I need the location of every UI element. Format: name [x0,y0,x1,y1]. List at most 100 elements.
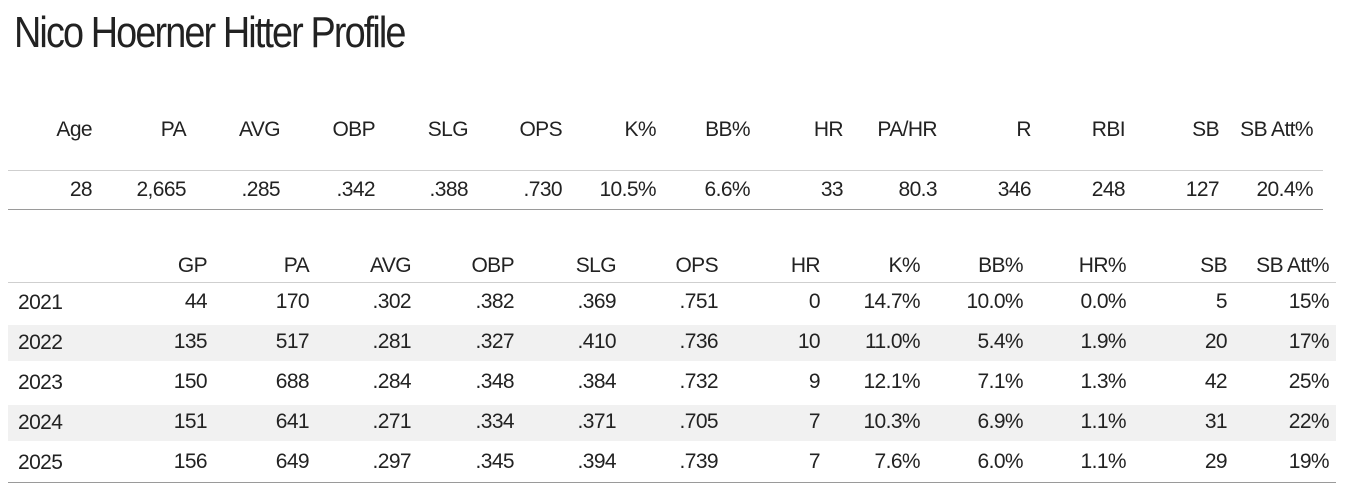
season-cell: 649 [275,450,310,473]
season-cell: 17% [1288,330,1330,353]
season-cell: 1.1% [1080,450,1127,473]
season-cell: 19% [1288,450,1330,473]
season-cell: 10.3% [863,410,920,433]
career-value: 127 [1185,178,1220,201]
career-value: 2,665 [136,178,186,201]
season-header: GP [177,254,208,277]
season-cell: 7 [808,410,821,433]
season-cell: 29 [1204,450,1228,473]
career-header: R [1016,118,1031,141]
season-header: BB% [978,254,1023,277]
career-value: 248 [1091,178,1126,201]
season-cell: 9 [808,370,821,393]
row-band [8,405,1336,441]
season-cell: .297 [372,450,412,473]
season-header: PA [283,254,310,277]
season-cell: .334 [475,410,515,433]
season-cell: 44 [184,290,208,313]
career-header-divider [8,170,1323,171]
career-header: Age [56,118,92,141]
season-cell: 7.1% [977,370,1024,393]
season-year: 2024 [18,411,63,434]
season-cell: .369 [577,290,617,313]
season-cell: 1.1% [1080,410,1127,433]
season-cell: 1.3% [1080,370,1127,393]
career-header: SB Att% [1240,118,1313,141]
season-header: SB [1200,254,1227,277]
season-cell: 14.7% [863,290,920,313]
career-bottom-divider [8,209,1323,210]
season-cell: .345 [475,450,515,473]
season-year: 2023 [18,371,63,394]
career-header: OBP [332,118,375,141]
season-cell: .410 [577,330,617,353]
season-cell: .327 [475,330,515,353]
season-cell: .284 [372,370,412,393]
career-value: 33 [820,178,844,201]
season-cell: 10 [797,330,821,353]
season-cell: 151 [173,410,208,433]
season-year: 2021 [18,291,63,314]
career-value: 10.5% [599,178,656,201]
season-cell: 7 [808,450,821,473]
season-header: SB Att% [1256,254,1329,277]
season-cell: .348 [475,370,515,393]
season-cell: 641 [275,410,310,433]
career-value: 80.3 [898,178,938,201]
season-cell: .302 [372,290,412,313]
season-cell: 156 [173,450,208,473]
season-cell: 5.4% [977,330,1024,353]
season-cell: 22% [1288,410,1330,433]
season-header: K% [888,254,921,277]
season-cell: 6.0% [977,450,1024,473]
season-cell: 6.9% [977,410,1024,433]
season-cell: 135 [173,330,208,353]
career-header: OPS [519,118,562,141]
career-header: K% [624,118,657,141]
season-cell: 7.6% [874,450,921,473]
career-header: PA [160,118,187,141]
career-value: 346 [997,178,1032,201]
career-header: AVG [239,118,281,141]
season-header-divider-left [8,282,115,283]
season-cell: 20 [1204,330,1228,353]
page-title: Nico Hoerner Hitter Profile [14,8,406,57]
season-header: SLG [575,254,617,277]
season-cell: .281 [372,330,412,353]
career-value: .342 [336,178,376,201]
season-cell: 10.0% [966,290,1023,313]
season-header: HR [790,254,821,277]
season-cell: 170 [275,290,310,313]
season-cell: 0 [808,290,821,313]
season-cell: 1.9% [1080,330,1127,353]
season-cell: 31 [1204,410,1228,433]
row-band [8,325,1336,361]
season-cell: .736 [679,330,719,353]
season-cell: .394 [577,450,617,473]
season-bottom-divider [8,482,1336,483]
season-cell: 517 [275,330,310,353]
career-header: BB% [705,118,750,141]
career-value: .388 [429,178,469,201]
career-header: SLG [427,118,469,141]
season-cell: 15% [1288,290,1330,313]
career-header: SB [1192,118,1219,141]
season-cell: .371 [577,410,617,433]
season-header: HR% [1078,254,1127,277]
career-header: RBI [1091,118,1126,141]
season-cell: 25% [1288,370,1330,393]
season-header: OBP [471,254,514,277]
season-header: OPS [675,254,718,277]
season-cell: .732 [679,370,719,393]
career-header: HR [813,118,844,141]
season-cell: .271 [372,410,412,433]
season-year: 2022 [18,331,63,354]
season-cell: 5 [1215,290,1228,313]
season-cell: 11.0% [865,330,921,353]
career-header: PA/HR [877,118,937,141]
season-cell: 0.0% [1080,290,1127,313]
career-value: 6.6% [704,178,751,201]
season-cell: .384 [577,370,617,393]
season-cell: .751 [679,290,719,313]
